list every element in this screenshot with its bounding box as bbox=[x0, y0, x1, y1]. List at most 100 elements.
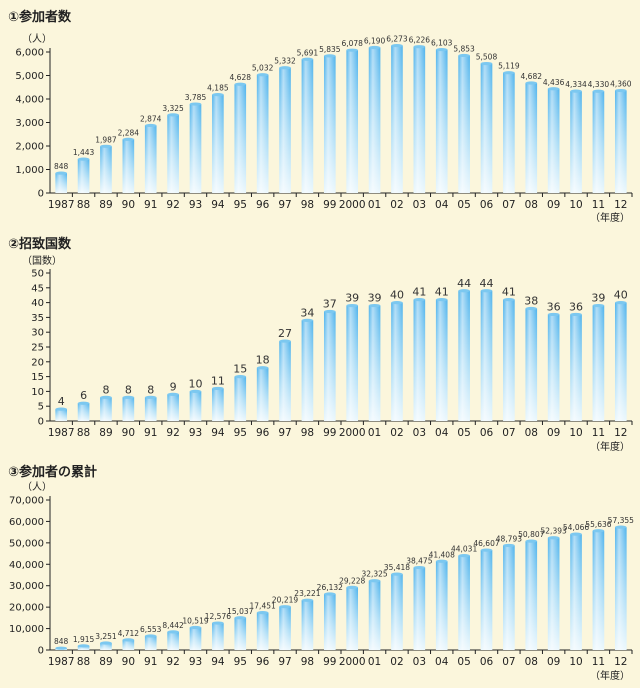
bar-04 bbox=[435, 47, 448, 193]
bar-top bbox=[547, 87, 560, 91]
bar-highlight bbox=[256, 612, 269, 650]
countries-chart: （国数）051015202530354045504198768888989089… bbox=[22, 254, 633, 453]
bar-94 bbox=[212, 386, 224, 421]
x-tick-label: 07 bbox=[502, 427, 515, 439]
data-label: 40 bbox=[614, 289, 628, 302]
bar-top bbox=[189, 102, 202, 106]
bar-top bbox=[234, 82, 247, 86]
bar-93 bbox=[189, 625, 202, 650]
bar-highlight bbox=[301, 320, 314, 421]
data-label: 41 bbox=[412, 286, 426, 299]
bar-08 bbox=[525, 306, 538, 421]
y-tick-label: 1,000 bbox=[15, 165, 44, 176]
bar-top bbox=[144, 123, 157, 128]
x-tick-label: 88 bbox=[77, 199, 90, 211]
bar-11 bbox=[592, 89, 605, 193]
bar-1987 bbox=[55, 646, 68, 650]
bar-top bbox=[368, 303, 381, 308]
bar-highlight bbox=[189, 391, 202, 421]
chart-title-cumulative: ③参加者の累計 bbox=[8, 465, 98, 480]
bar-highlight bbox=[435, 561, 448, 650]
x-tick-label: 89 bbox=[99, 427, 112, 439]
y-tick-label: 20 bbox=[31, 357, 44, 368]
x-tick-label: 12 bbox=[614, 656, 627, 668]
bar-top bbox=[503, 71, 515, 75]
data-label: 29,228 bbox=[339, 576, 365, 585]
cumulative-chart: （人） 0 10,000 20,000 30,000 40,000 50,000 60,000… bbox=[9, 481, 634, 682]
y-tick-label: 0 bbox=[38, 646, 44, 657]
data-label: 5,508 bbox=[476, 53, 498, 62]
bar-highlight bbox=[212, 388, 224, 421]
x-tick-label: 12 bbox=[614, 427, 627, 439]
y-tick-label: 4,000 bbox=[15, 95, 44, 106]
bar-highlight bbox=[323, 55, 336, 193]
y-tick-label: 0 bbox=[38, 189, 44, 200]
bar-98 bbox=[301, 598, 314, 650]
x-tick-label: 07 bbox=[502, 199, 515, 211]
bar-top bbox=[212, 621, 224, 625]
participants-chart: （人） 0 1,000 2,000 3,000 4,000 5,000 6,000 848 198… bbox=[15, 33, 633, 224]
x-tick-label: 90 bbox=[122, 199, 135, 211]
bar-highlight bbox=[346, 587, 359, 650]
bar-09 bbox=[547, 536, 560, 650]
y-tick-label: 5 bbox=[38, 402, 44, 413]
bar-90 bbox=[122, 137, 135, 193]
bar-top bbox=[547, 536, 560, 540]
bar-top bbox=[503, 298, 515, 302]
data-label: 4,712 bbox=[118, 629, 140, 638]
bar-highlight bbox=[55, 173, 68, 193]
data-label: 6,553 bbox=[140, 625, 162, 634]
data-label: 5,853 bbox=[453, 44, 475, 53]
x-tick-label: 1987 bbox=[48, 656, 75, 668]
x-tick-label: 08 bbox=[525, 199, 538, 211]
bar-top bbox=[346, 303, 359, 308]
data-label: 4 bbox=[58, 395, 65, 408]
data-label: 1,915 bbox=[73, 635, 95, 644]
data-label: 41 bbox=[502, 286, 516, 299]
bar-top bbox=[77, 401, 90, 405]
bar-top bbox=[503, 543, 515, 548]
data-label: 12,576 bbox=[205, 612, 231, 621]
data-label: 44,031 bbox=[451, 545, 477, 554]
bar-top bbox=[592, 89, 605, 93]
bar-top bbox=[256, 366, 269, 370]
x-tick-label: 98 bbox=[301, 427, 314, 439]
x-tick-label: 91 bbox=[144, 427, 157, 439]
bar-top bbox=[256, 611, 269, 615]
bar-top bbox=[570, 89, 582, 93]
bar-highlight bbox=[570, 91, 582, 193]
bar-top bbox=[547, 312, 560, 317]
bar-top bbox=[77, 644, 90, 648]
bar-highlight bbox=[592, 91, 605, 193]
bar-top bbox=[100, 144, 112, 148]
x-tick-label: 12 bbox=[614, 199, 627, 211]
bar-07 bbox=[503, 71, 515, 193]
bar-98 bbox=[301, 318, 314, 421]
bar-top bbox=[279, 66, 291, 70]
bar-12 bbox=[614, 88, 627, 193]
x-tick-label: 10 bbox=[569, 427, 582, 439]
bar-04 bbox=[435, 559, 448, 650]
bar-highlight bbox=[368, 47, 381, 193]
bar-top bbox=[525, 81, 538, 85]
data-label: 2,874 bbox=[140, 114, 162, 123]
bar-01 bbox=[368, 303, 381, 421]
y-tick-label: 10 bbox=[31, 387, 44, 398]
bar-highlight bbox=[167, 114, 179, 193]
y-tick-label: 35 bbox=[31, 313, 44, 324]
bar-top bbox=[480, 61, 493, 66]
x-tick-label: 05 bbox=[457, 427, 470, 439]
bar-95 bbox=[234, 616, 247, 650]
bar-top bbox=[368, 579, 381, 583]
bar-highlight bbox=[525, 82, 538, 193]
data-label: 8 bbox=[102, 383, 109, 396]
y-tick-label: 6,000 bbox=[15, 48, 44, 59]
data-label: 8 bbox=[147, 383, 154, 396]
bar-top bbox=[167, 392, 179, 396]
bar-89 bbox=[100, 395, 112, 421]
bar-02 bbox=[391, 572, 403, 650]
x-tick-label: 03 bbox=[413, 656, 426, 668]
x-unit-label: （年度） bbox=[590, 440, 630, 453]
bar-highlight bbox=[100, 146, 112, 193]
y-tick-label: 30 bbox=[31, 328, 44, 339]
